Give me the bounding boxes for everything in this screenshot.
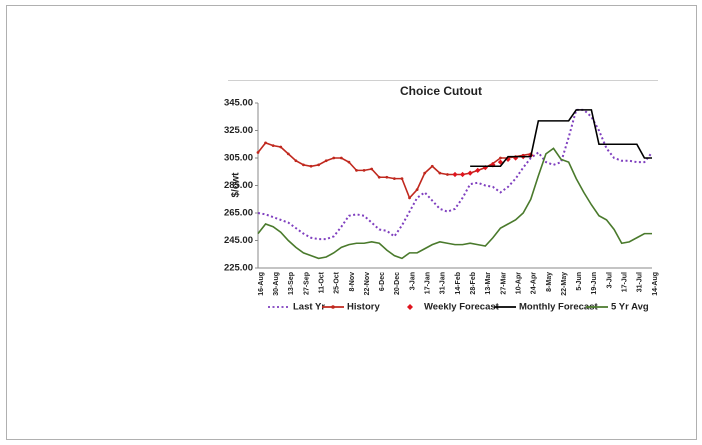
point-marker — [271, 144, 275, 148]
point-marker — [438, 171, 442, 175]
y-axis-title: $/cwt — [231, 172, 242, 198]
diamond-marker — [459, 171, 466, 178]
x-tick-label: 20-Dec — [394, 272, 401, 295]
x-tick-label: 22-Nov — [364, 272, 371, 295]
point-marker — [362, 168, 366, 172]
point-marker — [499, 156, 502, 160]
point-marker — [385, 175, 389, 179]
x-tick-label: 31-Jul — [637, 272, 644, 292]
frame — [6, 5, 697, 440]
x-tick-label: 10-Apr — [515, 272, 522, 294]
x-tick-label: 30-Aug — [273, 272, 280, 296]
y-tick-label: 305.00 — [224, 153, 253, 164]
legend-swatch — [331, 305, 335, 309]
point-marker — [377, 175, 381, 179]
series-line — [257, 147, 652, 260]
x-tick-label: 22-May — [561, 272, 568, 296]
y-tick-label: 285.00 — [224, 180, 253, 191]
y-tick-label: 225.00 — [224, 263, 253, 274]
point-marker — [324, 159, 328, 163]
y-tick-label: 345.00 — [224, 98, 253, 109]
point-marker — [446, 173, 449, 176]
x-tick-label: 13-Mar — [485, 272, 492, 295]
x-tick-label: 31-Jan — [440, 272, 447, 294]
point-marker — [332, 156, 336, 160]
x-tick-label: 8-May — [546, 272, 553, 292]
legend-label: History — [347, 302, 380, 313]
x-tick-label: 5-Jun — [576, 272, 583, 291]
legend-swatch — [407, 304, 413, 310]
y-tick-label: 265.00 — [224, 208, 253, 219]
point-marker — [415, 188, 419, 192]
x-tick-label: 14-Aug — [652, 272, 659, 296]
y-tick-label: 325.00 — [224, 125, 253, 136]
x-tick-label: 27-Sep — [303, 272, 310, 295]
legend-label: Weekly Forecast — [424, 302, 500, 313]
point-marker — [430, 164, 434, 168]
diamond-marker — [467, 170, 473, 176]
legend-label: Last Yr — [293, 302, 325, 313]
point-marker — [256, 151, 260, 154]
series-line — [257, 108, 653, 241]
x-tick-label: 27-Mar — [500, 272, 507, 295]
point-marker — [279, 145, 283, 149]
point-marker — [370, 167, 374, 171]
x-tick-label: 14-Feb — [455, 272, 462, 295]
y-tick-label: 245.00 — [224, 235, 253, 246]
x-tick-label: 13-Sep — [288, 272, 295, 295]
x-tick-label: 25-Oct — [334, 271, 341, 293]
x-tick-label: 17-Jan — [425, 272, 432, 294]
point-marker — [392, 177, 396, 181]
x-tick-label: 16-Aug — [258, 272, 265, 296]
point-marker — [408, 196, 411, 200]
point-marker — [400, 177, 404, 181]
point-marker — [423, 171, 427, 175]
legend-label: Monthly Forecast — [519, 302, 598, 313]
x-tick-label: 28-Feb — [470, 272, 477, 295]
x-tick-label: 3-Jan — [409, 272, 416, 290]
point-marker — [264, 141, 267, 145]
x-tick-label: 24-Apr — [531, 272, 538, 294]
legend-label: 5 Yr Avg — [611, 302, 649, 313]
x-tick-label: 3-Jul — [606, 272, 613, 288]
diamond-marker — [452, 171, 458, 178]
diamond-marker — [475, 167, 481, 173]
chart-title: Choice Cutout — [400, 84, 482, 98]
point-marker — [347, 160, 351, 164]
point-marker — [355, 168, 358, 172]
point-marker — [302, 163, 305, 167]
point-marker — [286, 152, 290, 156]
point-marker — [309, 164, 313, 168]
x-tick-label: 8-Nov — [349, 272, 356, 292]
x-tick-label: 6-Dec — [379, 272, 386, 291]
series-line — [470, 109, 652, 168]
x-tick-label: 19-Jun — [591, 272, 598, 295]
point-marker — [339, 156, 343, 160]
x-tick-label: 17-Jul — [622, 272, 629, 292]
point-marker — [317, 163, 321, 167]
diamond-marker — [490, 162, 496, 168]
x-tick-label: 11-Oct — [318, 271, 325, 293]
point-marker — [294, 159, 298, 163]
